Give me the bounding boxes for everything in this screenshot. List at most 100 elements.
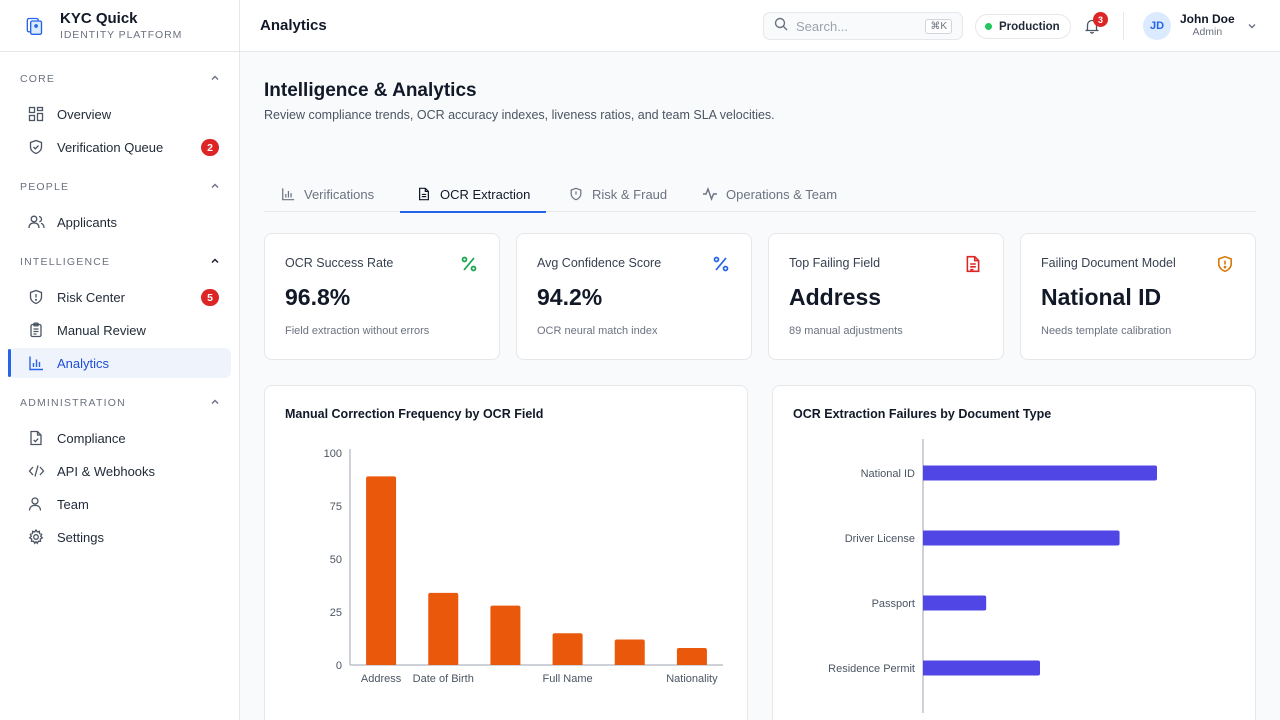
sidebar-item-settings[interactable]: Settings [9, 522, 231, 552]
kpi-title: OCR Success Rate [285, 256, 394, 270]
tab-risk-fraud[interactable]: Risk & Fraud [568, 176, 667, 212]
percent-icon [459, 254, 479, 274]
sidebar-item-api-webhooks[interactable]: API & Webhooks [9, 456, 231, 486]
x-tick-label: Nationality [666, 673, 718, 685]
bar [366, 476, 397, 665]
sidebar-item-risk-center[interactable]: Risk Center 5 [9, 282, 231, 312]
avatar: JD [1143, 12, 1171, 40]
kpi-card-top-failing-field: Top Failing Field Address 89 manual adju… [768, 233, 1004, 360]
bar-chart-icon [280, 186, 296, 202]
x-tick-label: Date of Birth [413, 673, 474, 685]
notifications-button[interactable]: 3 [1084, 12, 1108, 39]
sidebar-item-label: Analytics [57, 355, 110, 371]
bar [490, 605, 521, 665]
chart-card-correction-frequency: Manual Correction Frequency by OCR Field… [264, 385, 748, 720]
environment-label: Production [999, 20, 1060, 33]
tab-operations-team[interactable]: Operations & Team [702, 176, 837, 212]
kpi-title: Top Failing Field [789, 256, 881, 270]
y-tick-label: Passport [872, 598, 915, 610]
x-tick-label: Address [361, 673, 402, 685]
page-subtitle: Review compliance trends, OCR accuracy i… [264, 108, 775, 122]
count-badge: 5 [201, 289, 219, 306]
divider [1123, 12, 1124, 40]
bar [428, 592, 459, 665]
section-people[interactable]: PEOPLE [0, 176, 240, 198]
sidebar-item-verification-queue[interactable]: Verification Queue 2 [9, 132, 231, 162]
search-shortcut: ⌘K [925, 19, 952, 34]
kpi-value: Address [789, 284, 882, 310]
page-title: Intelligence & Analytics [264, 80, 477, 101]
tab-label: OCR Extraction [440, 186, 531, 202]
count-badge: 2 [201, 139, 219, 156]
search-input[interactable] [796, 18, 916, 34]
sidebar-item-label: Compliance [57, 430, 126, 446]
brand-subtitle: IDENTITY PLATFORM [60, 29, 183, 41]
chevron-up-icon [210, 73, 220, 86]
y-tick-label: 100 [324, 448, 342, 460]
chevron-up-icon [210, 256, 220, 269]
kpi-title: Failing Document Model [1041, 256, 1176, 270]
user-icon [27, 495, 45, 513]
tab-label: Verifications [304, 186, 375, 202]
shield-check-icon [27, 138, 45, 156]
bar [923, 660, 1040, 676]
bar [676, 648, 707, 665]
y-tick-label: Driver License [845, 533, 915, 545]
document-icon [416, 186, 432, 202]
kpi-card-ocr-success-rate: OCR Success Rate 96.8% Field extraction … [264, 233, 500, 360]
bar [923, 595, 987, 611]
percent-icon [711, 254, 731, 274]
bar [923, 465, 1157, 481]
section-core[interactable]: CORE [0, 68, 240, 90]
chart-title: Manual Correction Frequency by OCR Field [285, 407, 544, 421]
brand[interactable]: KYC Quick IDENTITY PLATFORM [0, 0, 239, 52]
sidebar-item-analytics[interactable]: Analytics [8, 348, 231, 378]
users-icon [27, 213, 45, 231]
tab-verifications[interactable]: Verifications [280, 176, 374, 212]
sidebar-item-label: API & Webhooks [57, 463, 156, 479]
user-menu[interactable]: JD John Doe Admin [1143, 12, 1257, 40]
sidebar-item-label: Applicants [57, 214, 117, 230]
topbar: Analytics ⌘K Production 3 JD John Doe Ad… [240, 0, 1280, 52]
section-title: INTELLIGENCE [20, 256, 111, 268]
kpi-value: 96.8% [285, 284, 351, 310]
sidebar-item-applicants[interactable]: Applicants [9, 207, 231, 237]
bar-chart-icon [27, 354, 45, 372]
search-box[interactable]: ⌘K [763, 12, 963, 40]
y-tick-label: 0 [336, 660, 342, 672]
file-check-icon [27, 429, 45, 447]
bar [552, 633, 583, 665]
section-intelligence[interactable]: INTELLIGENCE [0, 251, 240, 273]
chevron-up-icon [210, 397, 220, 410]
shield-warning-icon [1215, 254, 1235, 274]
brand-name: KYC Quick [60, 10, 138, 27]
tab-label: Risk & Fraud [592, 186, 668, 202]
kpi-note: OCR neural match index [537, 325, 658, 337]
kpi-note: 89 manual adjustments [789, 325, 903, 337]
shield-logo-icon [22, 14, 46, 38]
chart-title: OCR Extraction Failures by Document Type [793, 407, 1052, 421]
bar [923, 530, 1120, 546]
section-title: ADMINISTRATION [20, 397, 126, 409]
kpi-value: 94.2% [537, 284, 603, 310]
chevron-up-icon [210, 181, 220, 194]
kpi-card-avg-confidence: Avg Confidence Score 94.2% OCR neural ma… [516, 233, 752, 360]
status-dot [985, 23, 992, 30]
y-tick-label: Residence Permit [828, 663, 915, 675]
tab-ocr-extraction[interactable]: OCR Extraction [400, 176, 547, 213]
sidebar-item-label: Manual Review [57, 322, 146, 338]
user-name: John Doe [1180, 12, 1235, 26]
sidebar-item-label: Overview [57, 106, 112, 122]
sidebar-item-compliance[interactable]: Compliance [9, 423, 231, 453]
user-role: Admin [1192, 26, 1223, 38]
x-tick-label: Full Name [543, 673, 593, 685]
environment-selector[interactable]: Production [975, 14, 1071, 39]
grid-icon [27, 105, 45, 123]
y-tick-label: 50 [330, 554, 342, 566]
sidebar-item-overview[interactable]: Overview [9, 99, 231, 129]
sidebar-item-manual-review[interactable]: Manual Review [9, 315, 231, 345]
correction-frequency-chart: 0 25 50 75 100 Address Date of Birth Full Name N… [324, 448, 723, 685]
sidebar-item-team[interactable]: Team [9, 489, 231, 519]
section-administration[interactable]: ADMINISTRATION [0, 392, 240, 414]
gear-icon [27, 528, 45, 546]
